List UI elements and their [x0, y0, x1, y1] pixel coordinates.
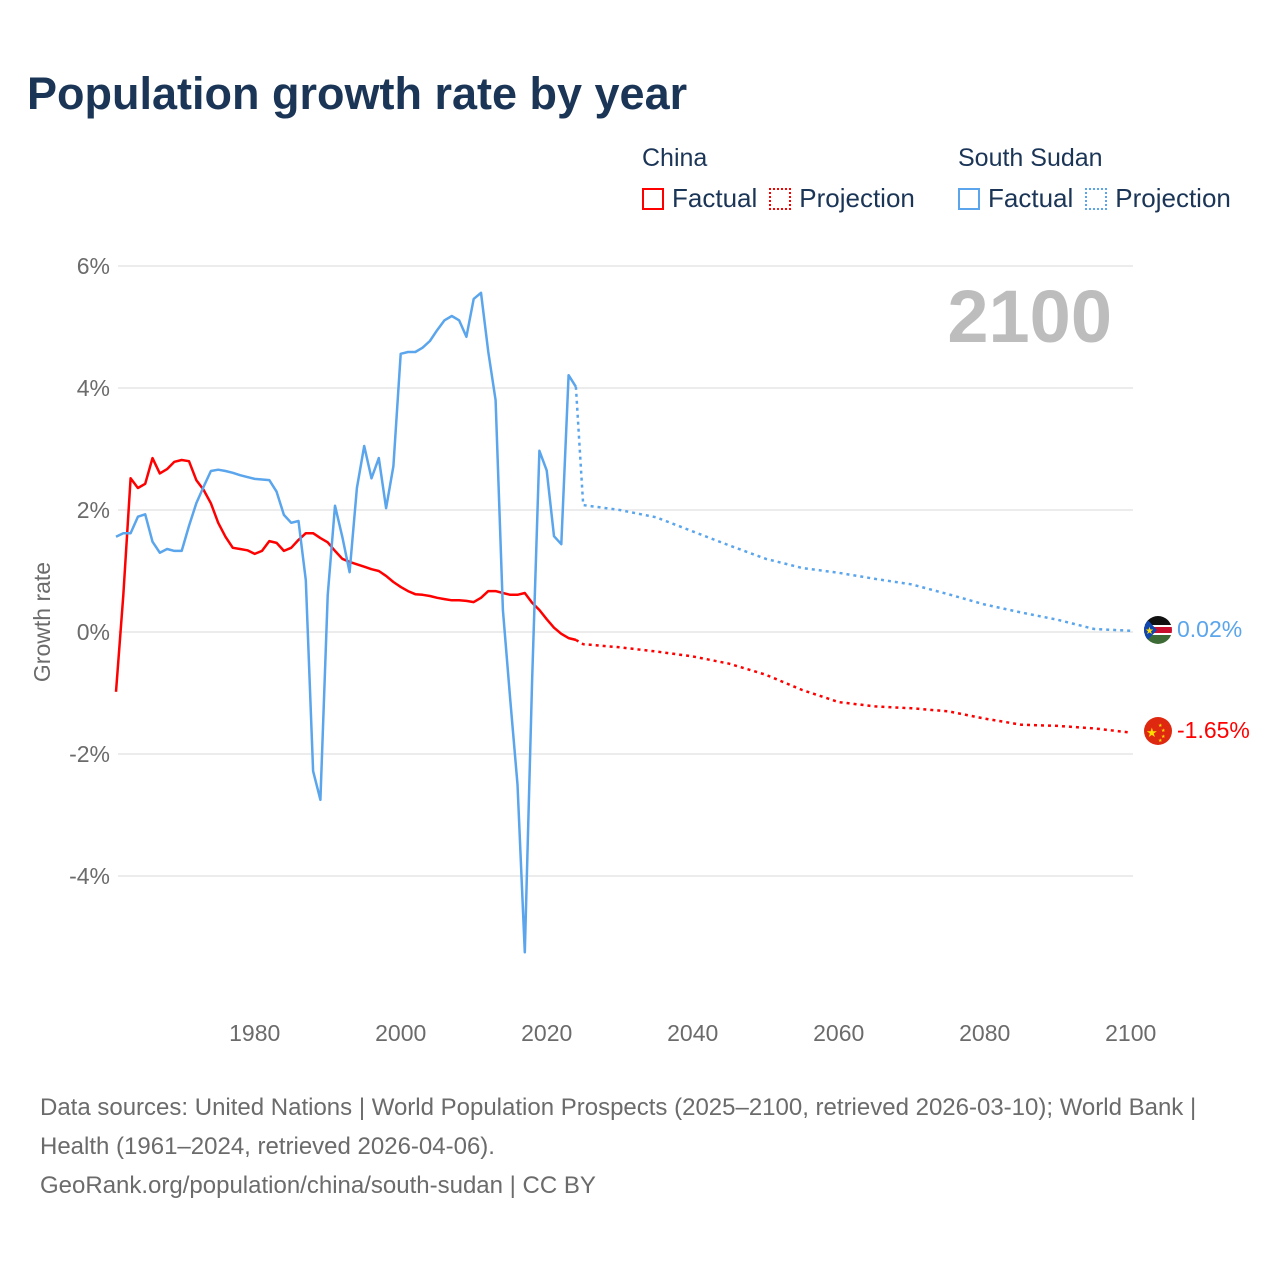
- legend-china-projection[interactable]: Projection: [769, 183, 915, 214]
- legend-label: Projection: [1115, 183, 1231, 213]
- legend-china-heading: China: [642, 144, 708, 172]
- x-tick-label: 2080: [959, 1020, 1010, 1046]
- china-end-label: -1.65%: [1177, 717, 1250, 743]
- china-flag-icon: ★ ★ ★ ★ ★: [1144, 717, 1172, 745]
- svg-text:★: ★: [1158, 738, 1163, 744]
- china-projection-line: [575, 638, 1131, 734]
- svg-text:★: ★: [1161, 734, 1166, 740]
- legend-label: Factual: [672, 183, 758, 213]
- svg-text:★: ★: [1145, 626, 1154, 637]
- chart-title: Population growth rate by year: [27, 68, 688, 119]
- data-sources: Data sources: United Nations | World Pop…: [40, 1094, 1197, 1160]
- svg-text:★: ★: [1158, 723, 1163, 729]
- legend-label: Projection: [799, 183, 915, 213]
- dotted-swatch-icon: [769, 187, 792, 210]
- solid-swatch-icon: [642, 187, 664, 210]
- y-tick-label: -4%: [69, 863, 110, 889]
- y-tick-label: 4%: [77, 375, 110, 401]
- x-tick-label: 2060: [813, 1020, 864, 1046]
- y-tick-label: 2%: [77, 497, 110, 523]
- footer: Data sources: United Nations | World Pop…: [40, 1088, 1240, 1205]
- legend-south-sudan: South Sudan Factual Projection: [958, 144, 1243, 214]
- y-tick-label: 0%: [77, 619, 110, 645]
- legend-china: China Factual Projection: [642, 144, 927, 214]
- south-sudan-flag-icon: ★: [1144, 616, 1172, 644]
- south-sudan-projection-line: [574, 386, 1131, 633]
- x-tick-label: 2000: [375, 1020, 426, 1046]
- x-tick-label: 1980: [229, 1020, 280, 1046]
- legend-china-factual[interactable]: Factual: [642, 183, 757, 214]
- y-axis-label: Growth rate: [29, 562, 55, 682]
- x-tick-label: 2020: [521, 1020, 572, 1046]
- south-sudan-end-label: 0.02%: [1177, 616, 1242, 642]
- legend-south-sudan-factual[interactable]: Factual: [958, 183, 1073, 214]
- solid-swatch-icon: [958, 187, 980, 210]
- legend-south-sudan-projection[interactable]: Projection: [1085, 183, 1231, 214]
- svg-text:★: ★: [1161, 728, 1166, 734]
- x-tick-label: 2100: [1105, 1020, 1156, 1046]
- south-sudan-factual-line: [115, 291, 577, 954]
- x-tick-label: 2040: [667, 1020, 718, 1046]
- svg-text:★: ★: [1146, 725, 1158, 740]
- y-tick-label: -2%: [69, 741, 110, 767]
- source-link[interactable]: GeoRank.org/population/china/south-sudan…: [40, 1172, 596, 1199]
- y-tick-label: 6%: [77, 253, 110, 279]
- legend-label: Factual: [988, 183, 1074, 213]
- legend-south-sudan-heading: South Sudan: [958, 144, 1103, 172]
- dotted-swatch-icon: [1085, 187, 1108, 210]
- year-display: 2100: [947, 275, 1112, 358]
